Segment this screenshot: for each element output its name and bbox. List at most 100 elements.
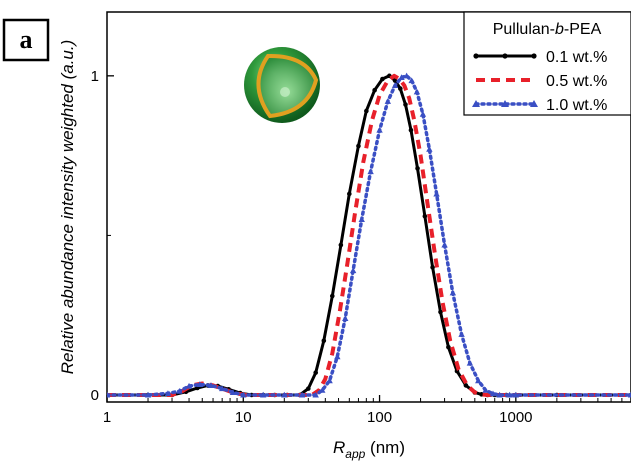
series-line <box>107 74 631 397</box>
series-2 <box>107 72 631 398</box>
data-point <box>342 315 349 321</box>
x-axis-title-unit: (nm) <box>365 438 405 457</box>
data-point <box>229 389 237 396</box>
y-axis-title-text: Relative abundance intensity weighted (a… <box>58 40 77 375</box>
x-tick-label: 1 <box>103 409 111 426</box>
y-tick-label: 1 <box>91 68 99 85</box>
legend-box <box>463 11 631 116</box>
data-point <box>482 387 489 393</box>
data-point <box>506 391 513 398</box>
data-point <box>392 78 398 83</box>
data-point <box>338 242 344 248</box>
data-point <box>489 390 497 397</box>
data-point <box>627 391 631 398</box>
data-point <box>334 353 341 360</box>
data-point <box>466 359 474 366</box>
series-line <box>107 74 631 397</box>
panel-label-box: a <box>2 18 50 62</box>
data-point <box>298 391 306 398</box>
data-point <box>367 168 374 175</box>
data-point <box>449 289 457 296</box>
data-point <box>319 387 326 393</box>
series-line <box>107 73 631 397</box>
data-point <box>426 146 433 152</box>
legend-marker <box>531 53 537 59</box>
y-axis-title: Relative abundance intensity weighted (a… <box>58 40 77 375</box>
legend-entry-2: 1.0 wt.% <box>472 97 607 114</box>
x-tick-label: 10 <box>235 409 252 426</box>
data-point <box>281 391 288 398</box>
legend-marker <box>502 53 508 59</box>
data-point <box>196 381 204 388</box>
legend-label: 0.5 wt.% <box>546 73 607 90</box>
legend-title-post: -PEA <box>564 21 602 38</box>
data-point <box>403 102 408 107</box>
plot-frame <box>106 11 631 403</box>
data-point <box>384 98 392 104</box>
data-point <box>430 265 435 270</box>
legend-title: Pullulan-b-PEA <box>493 21 602 38</box>
data-point <box>218 385 226 392</box>
x-tick-label: 1000 <box>499 409 532 426</box>
data-point <box>313 370 319 375</box>
legend-entry-0: 0.1 wt.% <box>473 49 607 66</box>
data-point <box>176 387 183 394</box>
data-point <box>144 391 152 398</box>
legend-marker <box>501 100 509 107</box>
data-point <box>376 126 383 133</box>
data-point <box>419 110 427 117</box>
data-point <box>438 309 443 315</box>
y-tick-label: 0 <box>91 387 99 404</box>
data-point <box>475 377 482 384</box>
legend: Pullulan-b-PEA 0.1 wt.% 0.5 wt.% 1.0 wt.% <box>463 11 631 116</box>
data-point <box>329 293 335 299</box>
data-point <box>403 72 410 79</box>
data-point <box>312 391 319 398</box>
series-layer <box>107 72 631 398</box>
data-point <box>347 191 352 197</box>
data-point <box>408 127 414 133</box>
data-point <box>358 216 365 223</box>
series-0 <box>107 73 631 398</box>
legend-marker <box>473 53 479 59</box>
data-point <box>207 382 215 388</box>
data-point <box>185 382 193 389</box>
legend-label: 0.1 wt.% <box>546 49 607 66</box>
data-point <box>391 82 399 88</box>
data-point <box>433 190 440 197</box>
data-point <box>415 166 420 171</box>
data-point <box>305 386 311 391</box>
data-point <box>458 331 465 337</box>
data-point <box>364 108 369 114</box>
x-axis-title: Rapp (nm) <box>333 438 405 461</box>
legend-title-pre: Pullulan- <box>493 21 555 38</box>
data-point <box>512 391 520 398</box>
data-point <box>446 344 451 350</box>
series-1 <box>107 73 631 397</box>
data-point <box>422 213 428 219</box>
data-point <box>408 77 415 84</box>
data-point <box>326 377 333 384</box>
x-tick-label: 100 <box>367 409 392 426</box>
legend-marker <box>530 100 538 107</box>
micelle-sphere-cutaway-icon <box>244 47 320 123</box>
data-point <box>259 391 267 398</box>
data-point <box>441 241 448 248</box>
data-point <box>380 76 385 82</box>
panel-label: a <box>20 25 33 54</box>
data-point <box>463 383 469 388</box>
data-point <box>413 88 421 95</box>
legend-title-italic: b <box>555 21 564 38</box>
data-point <box>349 267 357 274</box>
data-point <box>107 391 111 398</box>
data-point <box>398 86 403 91</box>
legend-label: 1.0 wt.% <box>546 97 607 114</box>
legend-entry-1: 0.5 wt.% <box>476 73 607 90</box>
x-axis-title-sub: app <box>345 447 365 461</box>
data-point <box>496 391 503 398</box>
data-point <box>321 338 327 344</box>
legend-entries: 0.1 wt.% 0.5 wt.% 1.0 wt.% <box>472 49 607 114</box>
legend-marker <box>472 100 480 107</box>
